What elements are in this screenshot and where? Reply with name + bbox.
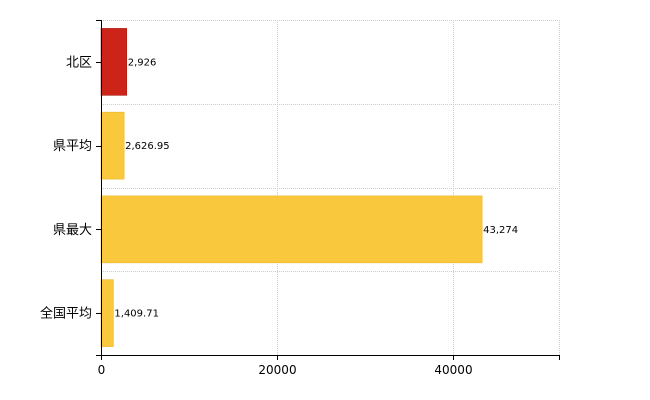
axes [96, 20, 560, 360]
x-tick-label: 20000 [258, 363, 296, 377]
bar-2 [100, 195, 483, 264]
data-label: 2,626.95 [125, 141, 170, 152]
gridlines [101, 20, 560, 355]
x-tick-label: 40000 [434, 363, 472, 377]
data-label: 43,274 [483, 225, 518, 236]
data-labels: 2,926 2,626.95 43,274 1,409.71 [114, 57, 518, 319]
data-label: 1,409.71 [114, 309, 159, 320]
bar-1 [100, 111, 125, 180]
bars [100, 28, 483, 347]
category-label: 県最大 [53, 223, 92, 238]
category-label: 県平均 [53, 139, 92, 154]
bar-0 [100, 28, 128, 96]
bar-3 [100, 279, 114, 347]
category-label: 全国平均 [40, 306, 92, 322]
category-label: 北区 [66, 55, 92, 70]
x-tick-labels: 0 20000 40000 [98, 363, 473, 377]
x-tick-label: 0 [98, 363, 106, 377]
data-label: 2,926 [128, 57, 157, 68]
